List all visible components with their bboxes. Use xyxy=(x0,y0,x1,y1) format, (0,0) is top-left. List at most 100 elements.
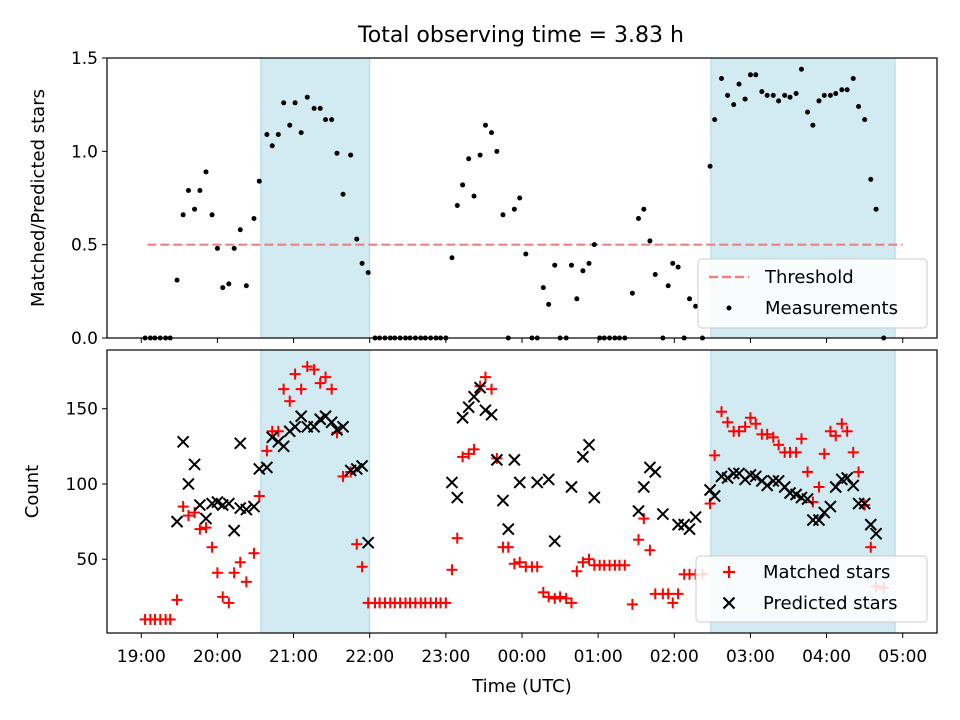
measurement-point-31 xyxy=(323,117,329,123)
measurement-point-18 xyxy=(243,283,249,289)
measurement-point-57 xyxy=(466,156,472,162)
matched-star-58 xyxy=(468,443,480,455)
bottom-panel: 19:00 20:00 21:00 22:00 23:00 00:00 01:00 02:00… xyxy=(22,349,938,697)
measurement-point-38 xyxy=(365,270,371,276)
measurement-point-96 xyxy=(687,296,693,302)
top-y-axis-label: Matched/Predicted stars xyxy=(28,89,49,307)
predicted-star-84 xyxy=(824,500,837,513)
measurement-point-63 xyxy=(500,212,506,218)
predicted-star-52 xyxy=(582,438,596,452)
matched-star-111 xyxy=(773,439,785,451)
measurement-point-99 xyxy=(707,163,713,169)
predicted-star-57 xyxy=(649,465,662,479)
matched-star-122 xyxy=(836,418,848,430)
measurement-point-33 xyxy=(334,150,340,156)
predicted-star-3 xyxy=(188,458,201,471)
measurement-point-116 xyxy=(805,109,811,115)
measurement-point-111 xyxy=(776,98,782,104)
bottom-y-axis-label: Count xyxy=(22,465,43,518)
matched-star-87 xyxy=(633,534,645,546)
matched-star-121 xyxy=(830,430,842,442)
predicted-stars-layer xyxy=(170,381,883,549)
matched-star-56 xyxy=(457,451,469,463)
matched-star-77 xyxy=(577,556,589,568)
matched-star-13 xyxy=(211,567,223,579)
top-y-ticks: 0.0 0.5 1.0 1.5 xyxy=(71,49,107,349)
measurement-point-19 xyxy=(251,216,257,222)
predicted-star-4 xyxy=(193,498,207,512)
measurement-point-77 xyxy=(580,268,586,274)
matched-star-59 xyxy=(474,380,486,392)
measurement-point-93 xyxy=(670,260,676,266)
bottom-axes-frame xyxy=(106,349,938,634)
measurement-point-10 xyxy=(197,188,203,194)
matched-star-125 xyxy=(853,466,865,478)
top-y-tick-label-3: 1.5 xyxy=(71,49,98,69)
top-shade-0 xyxy=(260,57,371,339)
predicted-star-29 xyxy=(336,420,350,433)
measurement-point-109 xyxy=(764,92,770,98)
measurement-point-61 xyxy=(489,130,495,136)
predicted-star-14 xyxy=(247,500,261,513)
measurement-point-79 xyxy=(591,242,597,248)
predicted-star-32 xyxy=(355,459,369,473)
predicted-star-48 xyxy=(542,473,555,486)
measurement-point-126 xyxy=(862,117,868,123)
top-panel: 0.0 0.5 1.0 1.5 Matched/Predicted stars Thr… xyxy=(28,49,938,349)
measurement-point-35 xyxy=(348,152,354,158)
measurement-point-24 xyxy=(281,100,287,106)
matched-star-16 xyxy=(228,567,240,579)
matched-star-28 xyxy=(301,361,313,373)
matched-star-26 xyxy=(289,368,301,380)
measurement-point-71 xyxy=(546,301,552,307)
bottom-x-tick-label-2: 21:00 xyxy=(269,647,318,667)
measurement-point-128 xyxy=(873,206,879,212)
matched-star-30 xyxy=(314,377,326,389)
matched-star-11 xyxy=(200,522,212,534)
measurement-point-119 xyxy=(821,92,827,98)
measurement-point-120 xyxy=(827,92,833,98)
measurement-point-104 xyxy=(736,81,742,87)
matched-star-20 xyxy=(253,490,265,502)
measurement-point-100 xyxy=(712,117,718,123)
measurement-point-113 xyxy=(787,94,793,100)
bottom-x-tick-label-5: 00:00 xyxy=(498,647,547,667)
predicted-star-67 xyxy=(727,467,740,480)
measurement-point-103 xyxy=(731,102,737,108)
matched-star-14 xyxy=(217,591,229,603)
measurement-point-30 xyxy=(317,105,323,111)
predicted-star-53 xyxy=(588,491,601,504)
measurement-point-37 xyxy=(359,260,365,266)
predicted-star-88 xyxy=(847,479,860,492)
predicted-star-12 xyxy=(240,503,253,516)
measurement-point-125 xyxy=(856,104,862,110)
matched-star-76 xyxy=(571,565,583,577)
predicted-star-44 xyxy=(502,522,515,536)
measurement-point-115 xyxy=(798,66,804,72)
matched-star-94 xyxy=(672,588,684,600)
matched-star-21 xyxy=(261,445,273,457)
predicted-star-82 xyxy=(812,513,826,527)
measurement-point-108 xyxy=(759,89,765,95)
matched-star-6 xyxy=(171,594,183,606)
matched-star-15 xyxy=(223,597,235,609)
matched-star-105 xyxy=(739,421,751,433)
matched-star-114 xyxy=(790,446,802,458)
measurement-point-21 xyxy=(264,132,270,138)
bottom-x-tick-label-6: 01:00 xyxy=(574,647,623,667)
predicted-star-22 xyxy=(294,410,308,423)
measurement-point-56 xyxy=(460,182,466,188)
matched-star-12 xyxy=(206,541,218,553)
measurement-point-67 xyxy=(523,251,529,257)
predicted-star-34 xyxy=(445,476,459,489)
chart-title: Total observing time = 3.83 h xyxy=(357,23,684,48)
measurement-point-25 xyxy=(287,122,293,128)
measurement-point-16 xyxy=(231,245,237,251)
measurement-point-9 xyxy=(192,206,198,212)
matched-star-53 xyxy=(440,597,452,609)
measurement-point-11 xyxy=(203,169,209,175)
matched-star-118 xyxy=(813,481,825,493)
bottom-y-tick-label-2: 150 xyxy=(66,400,98,420)
predicted-star-58 xyxy=(656,507,670,521)
matched-star-27 xyxy=(295,383,307,395)
